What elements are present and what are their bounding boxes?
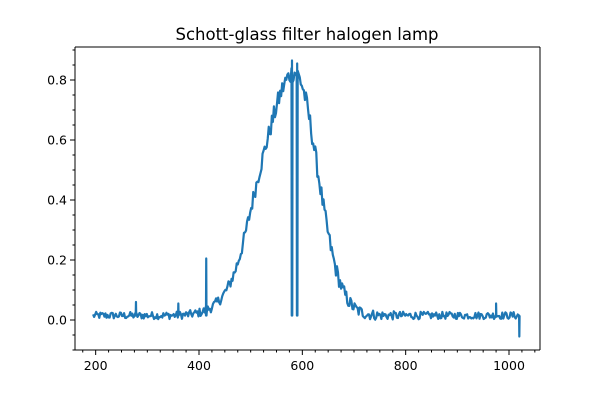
chart-title: Schott-glass filter halogen lamp: [175, 25, 438, 44]
plot-area: [92, 59, 521, 338]
x-tick-label: 400: [187, 358, 211, 373]
y-tick-label: 0.4: [47, 193, 67, 208]
x-tick-label: 600: [290, 358, 314, 373]
y-tick-label: 0.2: [47, 253, 67, 268]
axes: 200 400 600 800 1000 0.0 0.2 0.4 0.6 0.8: [47, 46, 541, 373]
x-tick-label: 800: [394, 358, 418, 373]
y-tick-label: 0.8: [47, 73, 67, 88]
y-tick-label: 0.0: [47, 313, 67, 328]
y-tick-label: 0.6: [47, 133, 67, 148]
series-line-0: [92, 59, 521, 338]
x-tick-label: 200: [84, 358, 108, 373]
x-tick-label: 1000: [493, 358, 525, 373]
